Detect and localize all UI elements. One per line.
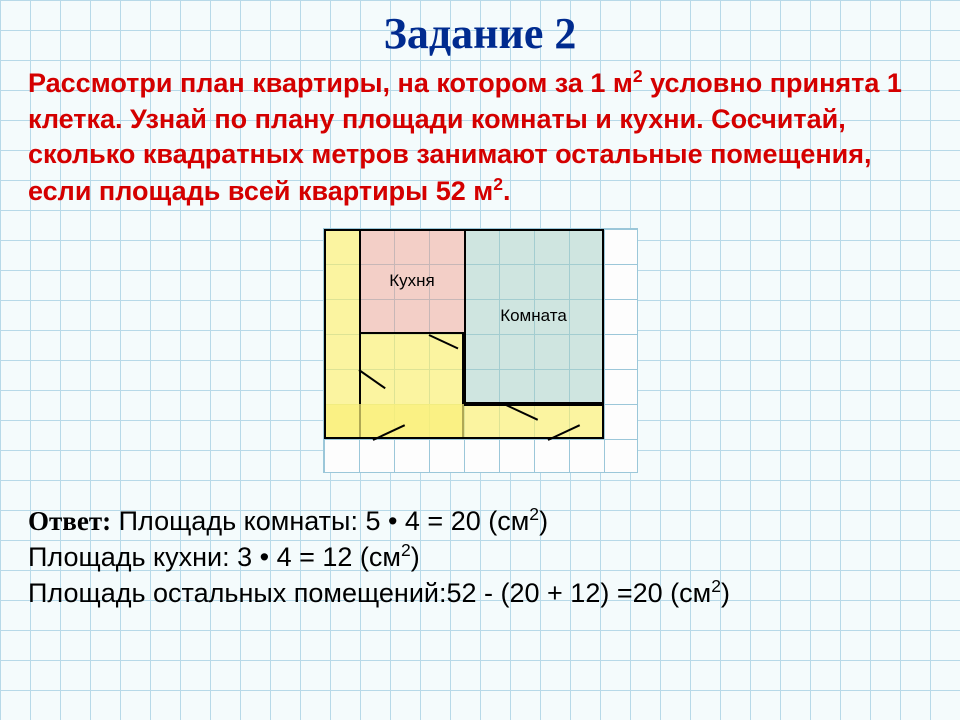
room-kitchen: Кухня [359,229,464,334]
answer-line-2: Площадь кухни: 3 • 4 = 12 (см2) [28,539,932,575]
room-bedroom: Комната [464,229,604,404]
answer-line-3: Площадь остальных помещений:52 - (20 + 1… [28,575,932,611]
task-title: Задание 2 [28,8,932,59]
slide-content: Задание 2 Рассмотри план квартиры, на ко… [0,0,960,612]
answer-line-1: Ответ: Площадь комнаты: 5 • 4 = 20 (см2) [28,503,932,539]
floorplan-container: Кухня Комната [28,228,932,473]
answer-text: Площадь комнаты: 5 • 4 = 20 (см2) [119,506,548,536]
room-label: Кухня [389,271,435,291]
answer-label: Ответ: [28,506,111,536]
task-text: Рассмотри план квартиры, на котором за 1… [28,65,932,210]
answers-block: Ответ: Площадь комнаты: 5 • 4 = 20 (см2)… [28,503,932,612]
room-label: Комната [500,306,567,326]
floorplan: Кухня Комната [323,228,638,473]
wall-segment [464,404,604,406]
